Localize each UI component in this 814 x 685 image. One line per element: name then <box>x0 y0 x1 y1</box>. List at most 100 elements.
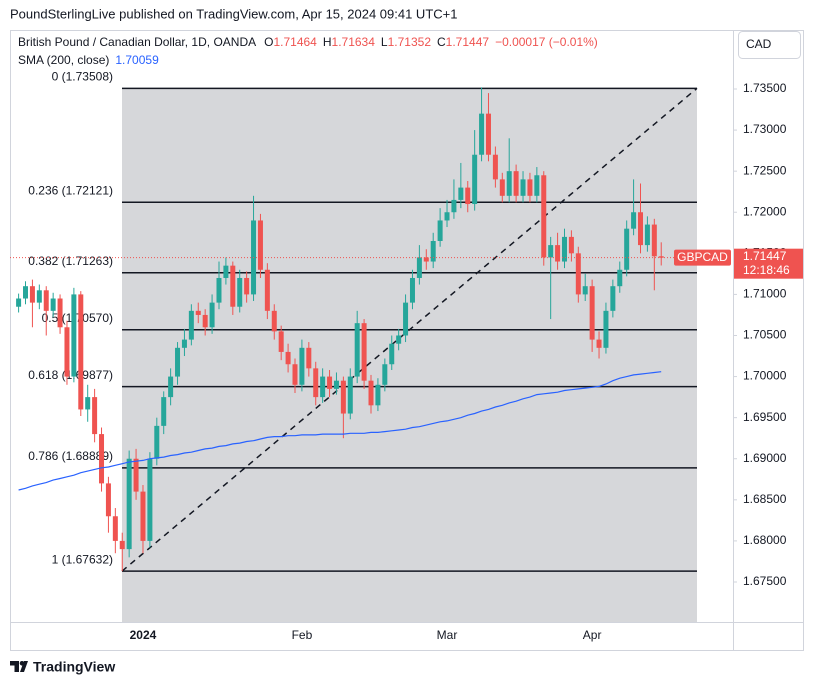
sma-value: 1.70059 <box>115 53 159 67</box>
ohlc-value: 1.71447 <box>446 35 490 49</box>
y-tick-label: 1.68000 <box>743 533 787 547</box>
plot: 0 (1.73508) 0.236 (1.72121) 0.382 (1.71263… <box>10 70 803 642</box>
candle-body <box>499 179 505 196</box>
candle-body <box>133 458 139 492</box>
candle-body <box>92 397 98 435</box>
candle-body <box>292 364 298 385</box>
candle-body <box>403 302 409 336</box>
fib-label: 1 (1.67632) <box>52 552 113 566</box>
ohlc-label: L <box>381 35 388 49</box>
candle-body <box>78 294 84 410</box>
legend-row: British Pound / Canadian Dollar, 1D, OAN… <box>18 35 598 49</box>
ohlc-label: O <box>264 35 273 49</box>
candle-body <box>541 175 547 258</box>
candle-body <box>389 343 395 365</box>
symbol-tag-label: GBPCAD <box>677 250 728 264</box>
y-tick-label: 1.72000 <box>743 204 787 218</box>
candle-body <box>472 154 478 205</box>
ohlc-label: H <box>323 35 332 49</box>
candle-body <box>347 376 353 414</box>
candle-body <box>119 540 125 550</box>
candle-body <box>29 286 35 303</box>
candle-body <box>85 397 91 410</box>
candle-body <box>548 245 554 258</box>
logo-dot <box>19 661 25 666</box>
candle-body <box>112 516 118 541</box>
candle-body <box>237 277 243 307</box>
candle-body <box>36 290 42 303</box>
candle-body <box>168 376 174 398</box>
logo <box>10 661 28 672</box>
candle-body <box>209 302 215 328</box>
candle-body <box>50 298 56 311</box>
candle-body <box>313 368 319 398</box>
candle-body <box>382 364 388 385</box>
candle-body <box>354 323 360 377</box>
candle-body <box>485 113 491 155</box>
symbol-title: British Pound / Canadian Dollar, 1D, OAN… <box>18 35 256 49</box>
fib-label: 0.236 (1.72121) <box>28 183 113 197</box>
candle-body <box>596 339 602 348</box>
candle-body <box>631 212 637 229</box>
candle-body <box>520 179 526 196</box>
candle-body <box>195 310 201 315</box>
candle-body <box>458 187 464 200</box>
candle-body <box>368 380 374 406</box>
candle-body <box>416 257 422 278</box>
candle-body <box>492 154 498 180</box>
candle-body <box>175 347 181 377</box>
y-tick-label: 1.72500 <box>743 163 787 177</box>
candle-body <box>105 483 111 517</box>
candle-body <box>126 458 132 550</box>
candle-body <box>320 376 326 398</box>
candle-body <box>624 228 630 270</box>
candle-body <box>575 253 581 295</box>
candle-body <box>340 380 346 414</box>
candle-body <box>444 212 450 221</box>
candle-body <box>506 171 512 196</box>
candle-body <box>610 286 616 311</box>
candle-body <box>188 310 194 340</box>
currency[interactable]: CAD <box>746 37 772 51</box>
candle-body <box>375 384 381 406</box>
ohlc-value: 1.71634 <box>332 35 376 49</box>
y-tick-label: 1.70000 <box>743 369 787 383</box>
candle-body <box>327 376 333 389</box>
candle-body <box>589 286 595 340</box>
x-tick-label: Apr <box>583 628 602 642</box>
candle-body <box>278 331 284 352</box>
header: PoundSterlingLive published on TradingVi… <box>10 6 457 21</box>
fib-label: 0.786 (1.68889) <box>28 449 113 463</box>
candle-body <box>306 347 312 369</box>
candle-body <box>582 286 588 295</box>
logo-mark <box>10 661 28 672</box>
ohlc-value: 1.71464 <box>273 35 317 49</box>
candle-body <box>161 397 167 426</box>
sma-legend: SMA (200, close) 1.70059 <box>18 53 159 67</box>
candle-body <box>430 241 436 262</box>
currency-button[interactable] <box>738 31 801 59</box>
ohlc-label: C <box>437 35 446 49</box>
trend-line <box>121 87 698 572</box>
x-tick-label: 2024 <box>130 628 157 642</box>
candle-body <box>71 294 77 377</box>
x-tick-label: Feb <box>292 628 313 642</box>
candle-body <box>140 491 146 541</box>
y-tick-label: 1.73000 <box>743 122 787 136</box>
chart-frame <box>10 30 804 651</box>
y-tick-label: 1.71000 <box>743 287 787 301</box>
candle-body <box>223 265 229 278</box>
candle-body <box>451 199 457 213</box>
fib-label: 0.382 (1.71263) <box>28 254 113 268</box>
candle-body <box>271 310 277 332</box>
candle-body <box>651 224 657 257</box>
symbol-tag <box>674 249 731 266</box>
fib-label: 0 (1.73508) <box>52 70 113 84</box>
y-tick-label: 1.67500 <box>743 574 787 588</box>
y-tick-label: 1.73500 <box>743 81 787 95</box>
candle-body <box>409 277 415 303</box>
candle-body <box>216 277 222 303</box>
candle-body <box>264 269 270 311</box>
fib-label: 0.5 (1.70570) <box>42 311 113 325</box>
candle-body <box>57 298 63 328</box>
